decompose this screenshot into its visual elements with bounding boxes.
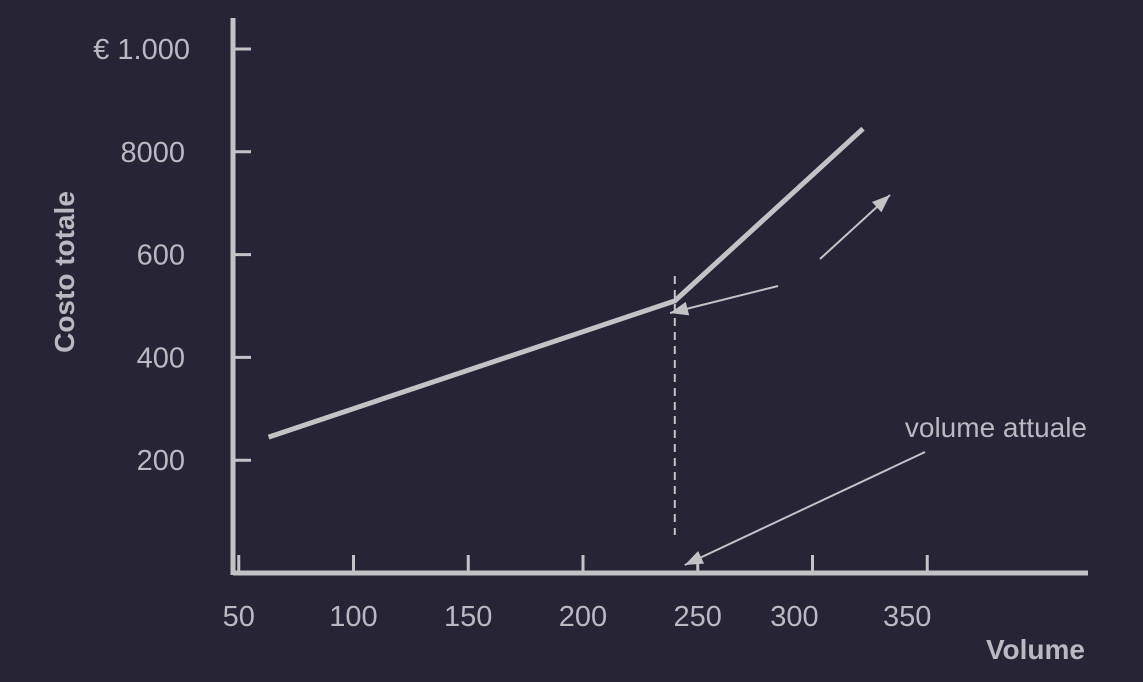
decrease-arrow-shaft bbox=[669, 285, 779, 314]
x-tick-label: 350 bbox=[883, 601, 931, 633]
y-tick-label: 200 bbox=[137, 445, 185, 477]
y-tick-label: 400 bbox=[137, 342, 185, 374]
increase-arrow-head bbox=[871, 195, 890, 213]
series bbox=[267, 126, 865, 440]
x-tick-label: 200 bbox=[559, 601, 607, 633]
decrease-arrow bbox=[669, 285, 779, 316]
y-axis-title: Costo totale bbox=[49, 191, 80, 353]
x-axis-title: Volume bbox=[986, 634, 1085, 665]
y-tick-label: € 1.000 bbox=[93, 34, 190, 66]
increase-arrow bbox=[819, 194, 891, 260]
y-tick-label: 8000 bbox=[120, 137, 185, 169]
y-tick-label: 600 bbox=[137, 240, 185, 272]
current-volume-arrow bbox=[684, 451, 926, 566]
x-tick-label: 150 bbox=[444, 601, 492, 633]
x-tick-label: 300 bbox=[770, 601, 818, 633]
decrease-arrow-head bbox=[670, 301, 690, 316]
tick-labels: 200 400 600 8000 € 1.000 50 100 150 200 250 300 350 bbox=[93, 34, 931, 633]
x-tick-label: 250 bbox=[674, 601, 722, 633]
x-tick-label: 100 bbox=[329, 601, 377, 633]
current-volume-arrow-shaft bbox=[684, 451, 926, 566]
current-volume-arrow-head bbox=[684, 551, 705, 565]
x-tick-label: 50 bbox=[223, 601, 255, 633]
annotations bbox=[669, 194, 926, 566]
current-volume-label: volume attuale bbox=[905, 412, 1087, 443]
axes bbox=[230, 18, 1088, 576]
series-line bbox=[267, 126, 865, 440]
ticks bbox=[233, 47, 929, 573]
